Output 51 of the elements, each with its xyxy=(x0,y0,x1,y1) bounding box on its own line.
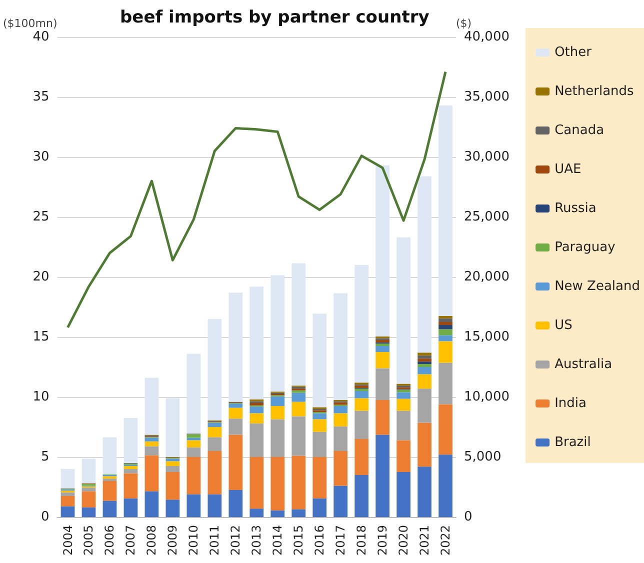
y2-axis-title: ($) xyxy=(456,17,472,30)
y-tick-label: 10 xyxy=(32,390,50,404)
y-axis-title: ($100mn) xyxy=(3,17,58,30)
legend-label: New Zealand xyxy=(554,279,640,294)
x-tick-label: 2005 xyxy=(82,525,96,556)
x-tick-label: 2016 xyxy=(312,525,327,556)
x-tick-label: 2009 xyxy=(166,525,180,556)
legend-label: Netherlands xyxy=(554,84,634,99)
x-tick-label: 2006 xyxy=(102,525,117,556)
y2-tick-label: 20,000 xyxy=(464,270,510,284)
y2-tick-label: 15,000 xyxy=(464,330,510,344)
legend-label: Russia xyxy=(554,201,596,216)
x-tick-label: 2004 xyxy=(60,525,75,556)
y2-tick-label: 0 xyxy=(464,510,472,524)
y2-tick-label: 35,000 xyxy=(464,90,510,104)
y-tick-label: 35 xyxy=(32,90,50,104)
x-tick-label: 2015 xyxy=(292,525,306,556)
y-tick-label: 30 xyxy=(32,150,50,164)
legend-label: Australia xyxy=(554,357,612,372)
x-tick-label: 2019 xyxy=(376,525,390,556)
y-tick-label: 5 xyxy=(40,450,50,464)
y2-tick-label: 25,000 xyxy=(464,210,510,224)
x-tick-label: 2018 xyxy=(354,525,369,556)
y-tick-label: 40 xyxy=(32,30,50,44)
x-tick-label: 2007 xyxy=(124,525,138,556)
x-tick-label: 2014 xyxy=(270,525,285,556)
y-tick-label: 15 xyxy=(32,330,50,344)
legend-label: Other xyxy=(554,45,592,60)
legend-label: UAE xyxy=(554,162,582,177)
legend-label: India xyxy=(554,396,586,411)
y2-tick-label: 10,000 xyxy=(464,390,510,404)
x-tick-label: 2021 xyxy=(418,525,432,556)
x-tick-label: 2010 xyxy=(186,525,201,556)
x-tick-label: 2012 xyxy=(228,525,243,556)
x-tick-label: 2011 xyxy=(208,525,222,556)
x-tick-label: 2008 xyxy=(144,525,159,556)
legend-label: Paraguay xyxy=(554,240,616,255)
chart-title: beef imports by partner country xyxy=(120,8,430,28)
y2-tick-label: 40,000 xyxy=(464,30,510,44)
y2-tick-label: 5,000 xyxy=(464,450,502,464)
y2-tick-label: 30,000 xyxy=(464,150,510,164)
y-tick-label: 20 xyxy=(32,270,50,284)
y-tick-label: 0 xyxy=(40,510,50,524)
x-tick-label: 2020 xyxy=(396,525,411,556)
legend-label: Canada xyxy=(554,123,604,138)
legend-label: US xyxy=(554,318,572,333)
x-tick-label: 2022 xyxy=(438,525,453,556)
y-tick-label: 25 xyxy=(32,210,50,224)
x-tick-label: 2013 xyxy=(250,525,264,556)
legend-label: Brazil xyxy=(554,435,591,450)
x-tick-label: 2017 xyxy=(334,525,348,556)
